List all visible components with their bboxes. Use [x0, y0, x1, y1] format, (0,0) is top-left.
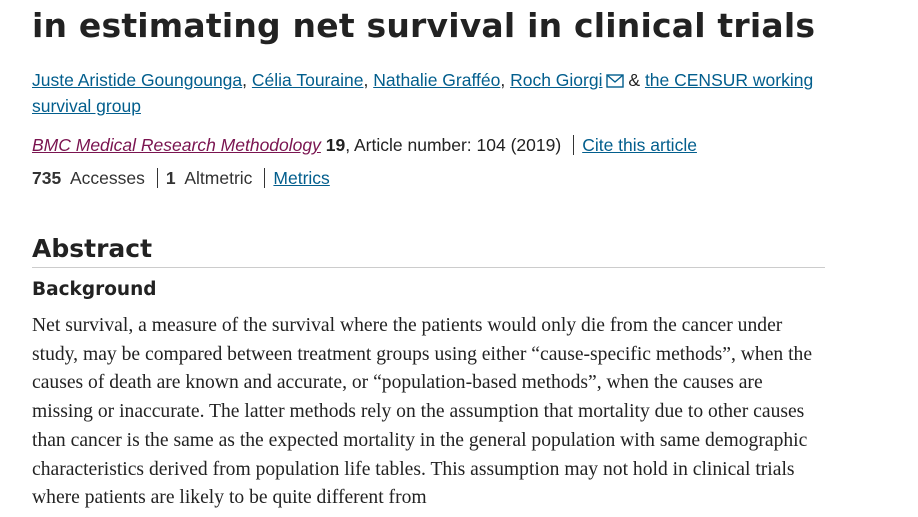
separator: ,	[242, 70, 248, 90]
divider	[264, 168, 266, 188]
author-link[interactable]: Roch Giorgi	[510, 70, 603, 90]
cite-link[interactable]: Cite this article	[582, 135, 697, 155]
separator: ,	[500, 70, 506, 90]
author-link[interactable]: Célia Touraine	[251, 70, 364, 90]
conjunction: &	[628, 70, 641, 90]
article-title: in estimating net survival in clinical t…	[32, 6, 816, 45]
volume: 19	[325, 135, 346, 155]
abstract-text: Net survival, a measure of the survival …	[32, 315, 813, 509]
citation-details: , Article number: 104 (2019)	[345, 135, 562, 155]
author-link[interactable]: Juste Aristide Goungounga	[32, 70, 243, 90]
citation-line: BMC Medical Research Methodology 19, Art…	[32, 135, 697, 156]
accesses-label: Accesses	[69, 168, 145, 188]
author-link[interactable]: Nathalie Grafféo	[373, 70, 501, 90]
abstract-heading: Abstract	[32, 234, 825, 268]
journal-link[interactable]: BMC Medical Research Methodology	[32, 135, 321, 155]
accesses-count: 735	[32, 168, 62, 188]
group-link[interactable]: the CENSUR working survival group	[32, 70, 814, 116]
email-icon[interactable]	[605, 74, 624, 88]
metrics-link[interactable]: Metrics	[273, 168, 330, 188]
author-list: Juste Aristide Goungounga, Célia Tourain…	[32, 67, 822, 119]
section-heading: Background	[32, 279, 157, 300]
separator: ,	[363, 70, 369, 90]
metrics-line: 735 Accesses 1 Altmetric Metrics	[32, 168, 330, 189]
divider	[156, 168, 158, 188]
altmetric-label: Altmetric	[184, 168, 253, 188]
altmetric-count: 1	[165, 168, 176, 188]
divider	[573, 135, 575, 155]
